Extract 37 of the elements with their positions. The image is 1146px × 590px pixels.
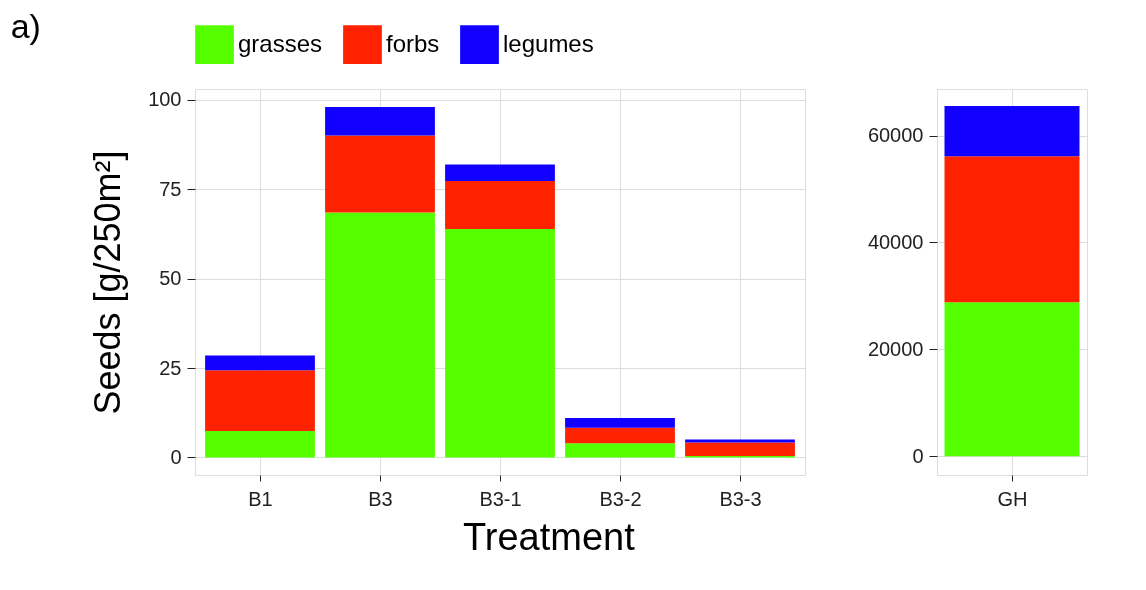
legend-label: grasses [238,29,323,57]
y-tick-label: 75 [159,177,182,200]
x-axis-title: Treatment [462,515,636,558]
y-tick-label: 40000 [867,230,924,253]
y-tick-label: 20000 [867,337,924,360]
bar [205,370,315,431]
y-tick-label: 50 [159,267,182,290]
y-tick-label: 25 [159,356,182,379]
x-tick-label: B3-2 [599,487,642,510]
bar [685,442,795,457]
bar [325,212,435,458]
x-tick-label: B3-1 [479,487,522,510]
bar [944,302,1080,457]
bar [565,418,675,428]
y-tick-label: 60000 [867,124,924,147]
bar [325,135,435,213]
bar [325,106,435,136]
bar [565,427,675,444]
bar [565,443,675,458]
y-tick-label: 0 [912,444,924,467]
y-axis-title: Seeds [g/250m²] [87,150,129,415]
bar [944,156,1080,303]
bar [205,355,315,371]
x-tick-label: B1 [248,487,273,510]
legend-label: forbs [386,29,440,57]
bar [944,106,1080,157]
x-tick-label: B3-3 [719,487,762,510]
legend-label: legumes [503,29,594,57]
bar [205,431,315,458]
y-tick-label: 0 [170,445,182,468]
bar [445,180,555,229]
bar [445,164,555,181]
bar [445,228,555,458]
x-tick-label: B3 [368,487,393,510]
y-tick-label: 100 [148,88,182,111]
x-tick-label: GH [997,487,1028,510]
chart-title: a) [10,7,41,45]
